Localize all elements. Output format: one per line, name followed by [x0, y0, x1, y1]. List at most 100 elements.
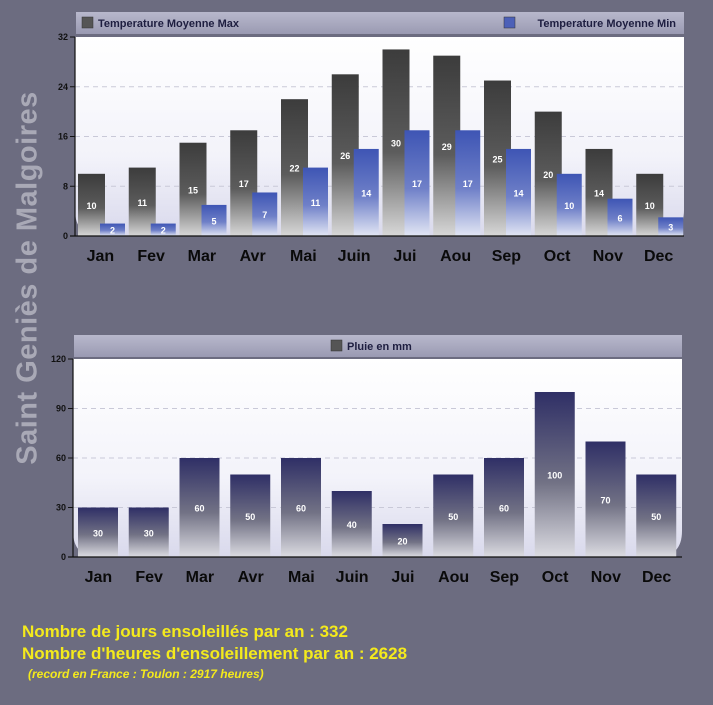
temperature-chart: Temperature Moyenne Max Temperature Moye… — [58, 12, 684, 265]
temperature-ytick-label: 0 — [63, 231, 68, 241]
temperature-bar-temperature-moyenne-min-oct — [556, 173, 582, 236]
temperature-ytick-label: 8 — [63, 181, 68, 191]
temperature-category-label: Oct — [544, 248, 571, 265]
temperature-data-label: 10 — [564, 201, 574, 211]
rain-category-label: Nov — [591, 569, 621, 586]
rain-bar-pluie-en-mm-jan — [78, 507, 118, 557]
temperature-data-label: 14 — [594, 188, 604, 198]
rain-bar-pluie-en-mm-oct — [534, 392, 575, 557]
rain-bar-pluie-en-mm-aou — [433, 474, 474, 557]
legend-swatch-rain — [330, 339, 343, 352]
temperature-bar-temperature-moyenne-min-nov — [607, 198, 633, 236]
sun-hours-text: Nombre d'heures d'ensoleillement par an … — [22, 644, 408, 663]
temperature-data-label: 6 — [617, 213, 622, 223]
temperature-bar-temperature-moyenne-min-fev — [150, 223, 176, 236]
rain-data-label: 40 — [347, 520, 357, 530]
legend-swatch-min — [503, 16, 516, 29]
temperature-data-label: 14 — [513, 188, 523, 198]
temperature-data-label: 11 — [137, 198, 147, 208]
temperature-data-label: 7 — [262, 210, 267, 220]
rain-category-label: Juin — [336, 569, 369, 586]
temperature-data-label: 11 — [311, 198, 321, 208]
temperature-data-label: 20 — [543, 170, 553, 180]
temperature-data-label: 15 — [188, 185, 198, 195]
rain-data-label: 100 — [547, 471, 562, 481]
temperature-ytick-label: 16 — [58, 132, 68, 142]
temperature-bar-temperature-moyenne-min-jui — [404, 130, 430, 236]
temperature-category-label: Jui — [393, 248, 416, 265]
rain-legend-bar — [74, 335, 682, 357]
rain-bar-pluie-en-mm-avr — [230, 474, 271, 557]
legend-label-rain: Pluie en mm — [347, 341, 412, 353]
legend-label-min: Temperature Moyenne Min — [537, 18, 676, 30]
rain-category-label: Sep — [490, 569, 520, 586]
rain-category-label: Jan — [85, 569, 113, 586]
temperature-category-label: Mar — [188, 248, 216, 265]
temperature-category-label: Sep — [492, 248, 522, 265]
temperature-data-label: 2 — [161, 226, 166, 236]
rain-bar-pluie-en-mm-nov — [585, 441, 626, 557]
temperature-bar-temperature-moyenne-min-avr — [252, 192, 278, 236]
rain-category-label: Avr — [238, 569, 264, 586]
rain-bar-pluie-en-mm-sep — [484, 458, 524, 557]
rain-data-label: 50 — [245, 512, 255, 522]
rain-category-label: Dec — [642, 569, 671, 586]
rain-category-label: Fev — [135, 569, 163, 586]
temperature-category-label: Jan — [87, 248, 115, 265]
rain-chart: Pluie en mm 30 30 60 50 60 40 20 50 60 100 70 50 0 3… — [51, 335, 682, 586]
temperature-bar-temperature-moyenne-min-mar — [201, 204, 227, 236]
temperature-data-label: 14 — [361, 188, 371, 198]
rain-data-label: 50 — [651, 512, 661, 522]
temperature-legend-bar — [76, 12, 684, 34]
temperature-ytick-label: 32 — [58, 32, 68, 42]
rain-data-label: 30 — [144, 528, 154, 538]
rain-bar-pluie-en-mm-mar — [179, 458, 220, 557]
rain-data-label: 20 — [397, 537, 407, 547]
temperature-data-label: 2 — [110, 226, 115, 236]
temperature-category-label: Dec — [644, 248, 673, 265]
rain-category-label: Jui — [391, 569, 414, 586]
temperature-bar-temperature-moyenne-min-mai — [303, 167, 328, 236]
temperature-category-label: Avr — [240, 248, 266, 265]
temperature-bar-temperature-moyenne-min-juin — [353, 148, 379, 236]
temperature-plot-area — [75, 37, 684, 236]
temperature-data-label: 22 — [289, 164, 299, 174]
rain-ytick-label: 0 — [61, 552, 66, 562]
temperature-data-label: 3 — [668, 223, 673, 233]
temperature-data-label: 25 — [492, 154, 502, 164]
rain-ytick-label: 30 — [56, 503, 66, 513]
record-note-text: (record en France : Toulon : 2917 heures… — [28, 667, 264, 681]
temperature-ytick-label: 24 — [58, 82, 68, 92]
legend-swatch-max — [81, 16, 94, 29]
rain-data-label: 70 — [600, 495, 610, 505]
rain-bar-pluie-en-mm-dec — [636, 474, 677, 557]
rain-data-label: 50 — [448, 512, 458, 522]
rain-data-label: 60 — [499, 504, 509, 514]
rain-category-label: Aou — [438, 569, 469, 586]
rain-data-label: 60 — [194, 504, 204, 514]
rain-ytick-label: 90 — [56, 404, 66, 414]
rain-bar-pluie-en-mm-jui — [382, 524, 423, 557]
rain-plot-area — [73, 359, 682, 557]
temperature-bar-temperature-moyenne-min-jan — [100, 223, 125, 236]
legend-label-max: Temperature Moyenne Max — [98, 18, 240, 30]
temperature-data-label: 29 — [442, 142, 452, 152]
sun-days-text: Nombre de jours ensoleillés par an : 332 — [22, 622, 348, 641]
temperature-data-label: 17 — [239, 179, 249, 189]
temperature-data-label: 10 — [645, 201, 655, 211]
temperature-data-label: 17 — [412, 179, 422, 189]
temperature-category-label: Mai — [290, 248, 317, 265]
rain-category-label: Mar — [186, 569, 214, 586]
temperature-data-label: 5 — [211, 216, 216, 226]
rain-ytick-label: 120 — [51, 354, 66, 364]
rain-data-label: 60 — [296, 504, 306, 514]
temperature-category-label: Juin — [338, 248, 371, 265]
rain-category-label: Oct — [542, 569, 569, 586]
rain-bar-pluie-en-mm-mai — [281, 458, 321, 557]
rain-bar-pluie-en-mm-juin — [331, 491, 372, 557]
temperature-data-label: 10 — [86, 201, 96, 211]
temperature-data-label: 17 — [463, 179, 473, 189]
rain-bar-pluie-en-mm-fev — [128, 507, 169, 557]
temperature-data-label: 26 — [340, 151, 350, 161]
